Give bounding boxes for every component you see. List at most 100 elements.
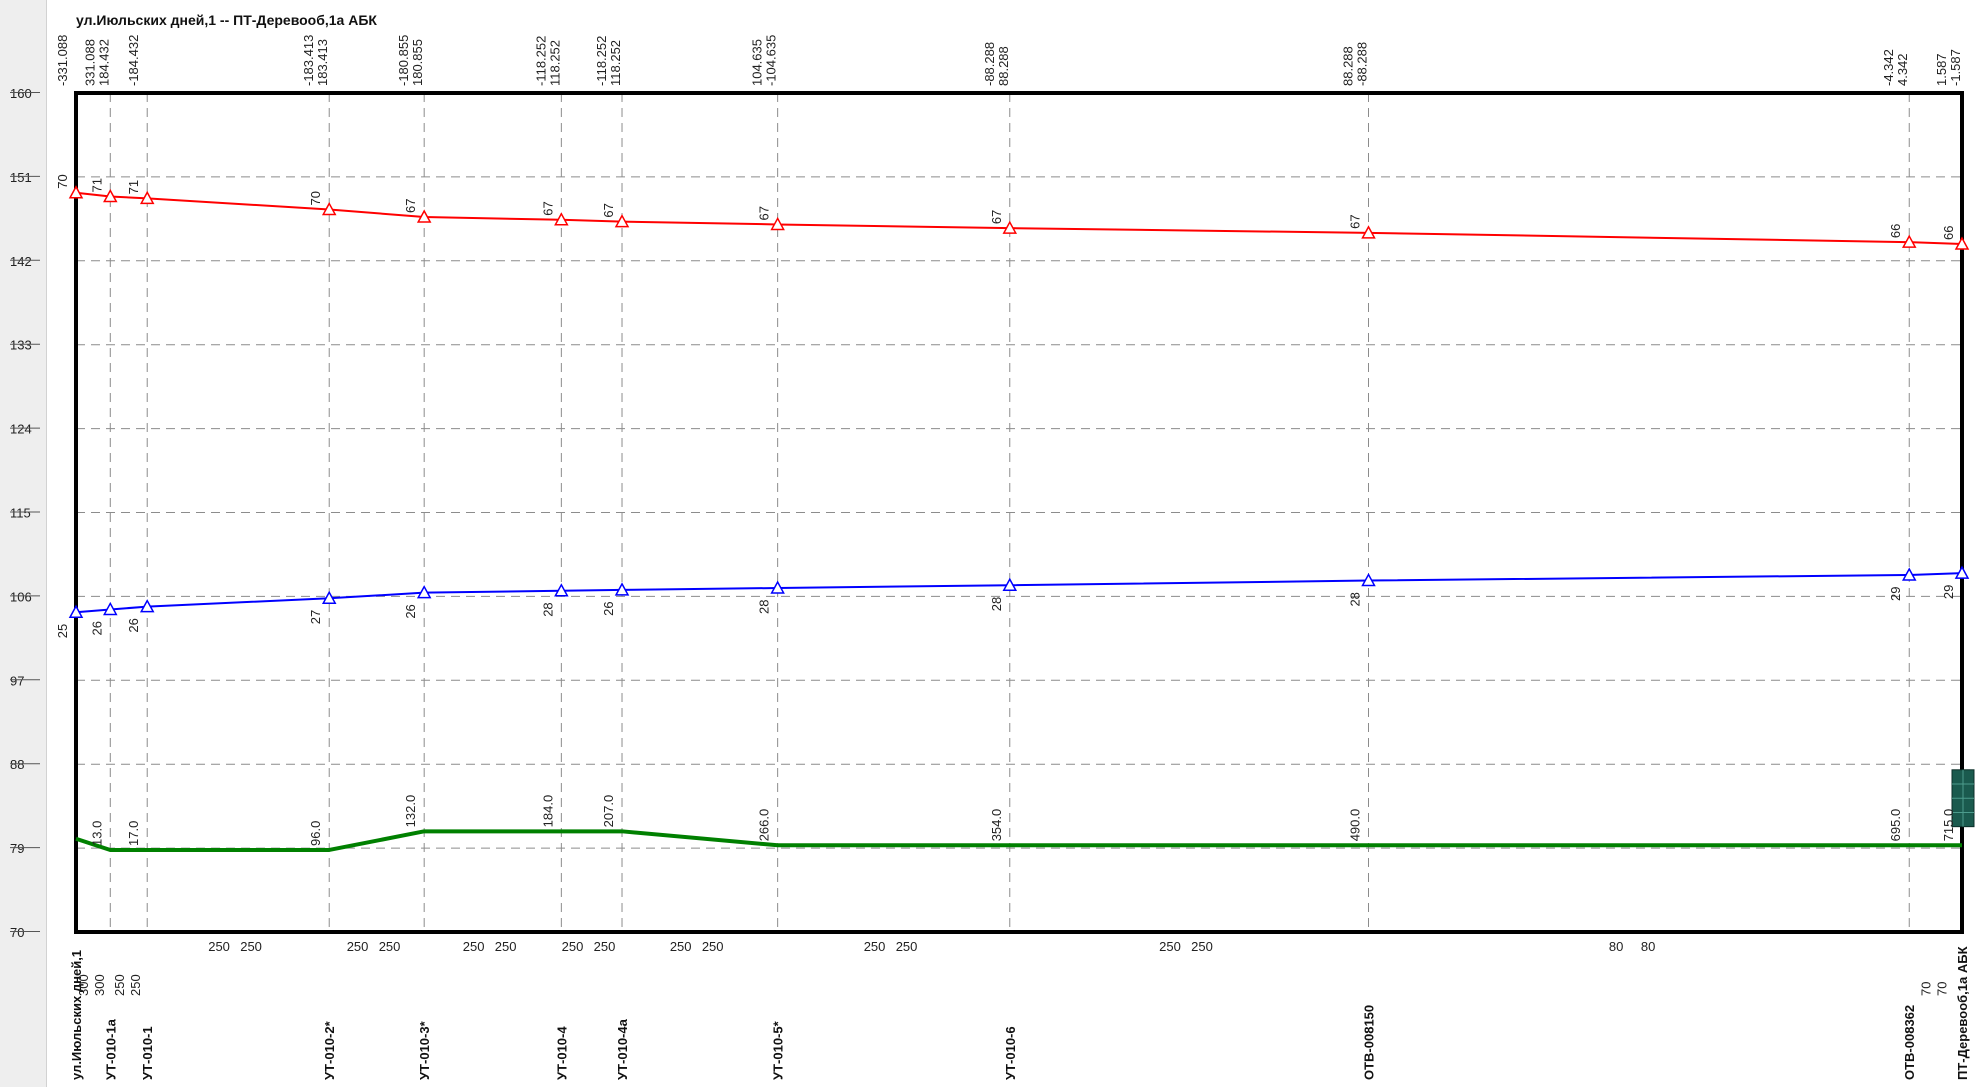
pressure-high-label: 67 [757,206,772,220]
elevation-label: 715.0 [1941,809,1956,842]
pressure_high-marker [554,212,569,226]
pressure-low-label: 29 [1888,586,1903,600]
segment-diameter-label: 300 [92,974,107,996]
y-tick-label: 70 [10,925,24,940]
top-flow-label: 88.288 [996,46,1011,86]
pressure-high-label: 66 [1888,224,1903,238]
y-tick-label: 133 [10,338,32,353]
pressure-high-label: 70 [55,174,70,188]
top-flow-label: 180.855 [410,39,425,86]
elevation-line [75,829,1962,852]
y-tick-label: 79 [10,841,24,856]
pressure_low-marker [1954,565,1970,579]
elevation-label: 266.0 [757,809,772,842]
pressure-low-label: 27 [308,610,323,624]
plot-frame-rect [74,91,1964,934]
top-flow-label: 184.432 [96,39,111,86]
segment-diameter-label: 250 [1191,939,1213,954]
pressure_high-marker [1002,220,1018,234]
segment-diameter-label: 300 [76,974,91,996]
y-tick-label: 88 [10,757,24,772]
pressure_high-marker [614,214,630,228]
pressure_high-marker [68,185,84,199]
segment-diameter-label: 250 [128,974,143,996]
elevation-label: 96.0 [308,821,323,846]
node-name-label: УТ-010-1а [103,1018,118,1080]
top-flow-label: -1.587 [1948,49,1963,86]
pressure_low-marker [554,583,569,597]
segment-diameter-label: 250 [594,939,616,954]
top-flow-label: 331.088 [82,39,97,86]
segment-diameter-label: 250 [463,939,485,954]
pressure-low-label: 29 [1941,585,1956,599]
top-flow-label: -104.635 [764,35,779,86]
series-layer [68,185,1975,852]
pressure_high-line [75,191,1963,246]
elevation-label: 354.0 [989,809,1004,842]
elevation-label: 184.0 [540,795,555,828]
pressure-high-label: 67 [540,201,555,215]
node-name-label: ОТВ-008150 [1362,1005,1377,1080]
segment-diameter-label: 250 [379,939,401,954]
pressure-high-label: 67 [1348,214,1363,228]
pressure-high-label: 71 [89,178,104,192]
pressure_low-marker [614,582,630,596]
chart-title: ул.Июльских дней,1 -- ПТ-Деревооб,1а АБК [76,12,377,28]
node-name-label: УТ-010-2* [322,1020,337,1080]
node-name-label: УТ-010-5* [771,1020,786,1080]
pressure-high-label: 71 [126,180,141,194]
pressure-low-label: 26 [126,618,141,632]
pressure_low-marker [770,580,785,594]
segment-diameter-label: 250 [864,939,886,954]
pressure-low-label: 28 [1348,592,1363,606]
node-name-label: УТ-010-3* [417,1020,432,1080]
pressure_high-marker [416,209,432,223]
top-flow-labels: -331.088 331.088 184.432 -184.432 -183.413 18… [55,35,1963,86]
segment-diameter-label: 250 [562,939,584,954]
segment-diameter-label: 250 [347,939,369,954]
y-tick-label: 160 [10,86,32,101]
pressure_high-marker [321,201,337,216]
pressure-low-label: 28 [540,602,555,616]
segment-diameter-label: 80 [1609,939,1623,954]
node-name-label: УТ-010-4а [615,1018,630,1080]
pressure-low-label: 28 [757,600,772,614]
top-flow-label: -88.288 [982,42,997,86]
top-flow-label: -184.432 [126,35,141,86]
pressure-high-label: 67 [601,203,616,217]
node-name-label: УТ-010-1 [140,1026,155,1080]
pressure_low-marker [1901,567,1917,581]
plot-frame [74,91,1964,934]
node-name-label: ПТ-Деревооб,1а АБК [1955,946,1970,1080]
top-flow-label: 183.413 [315,39,330,86]
point-labels: 70 25 71 26 13.0 71 26 17.0 70 27 96.0 67 26 132.0 67 2… [55,174,1956,846]
segment-diameter-label: 250 [112,974,127,996]
pressure_low-marker [68,604,84,618]
pressure_high-marker [1954,236,1970,250]
pressure_low-marker [416,585,432,599]
top-flow-label: -88.288 [1355,42,1370,86]
top-flow-label: 4.342 [1895,53,1910,86]
segment-diameter-label: 80 [1641,939,1655,954]
node-name-label: УТ-010-6 [1003,1026,1018,1080]
node-name-label: УТ-010-4 [554,1026,569,1080]
pressure_high-marker [1901,234,1917,248]
pressure-high-label: 67 [403,199,418,213]
segment-diameter-label: 250 [896,939,918,954]
pressure_high-marker [770,216,785,231]
grid [76,93,1962,932]
pressure_low-marker [321,590,337,605]
y-tick-label: 124 [10,422,32,437]
y-axis: 70 79 88 97 106 115 124 133 142 151 160 [10,86,40,940]
segment-diameter-label: 250 [670,939,692,954]
y-tick-label: 97 [10,673,24,688]
elevation-label: 695.0 [1888,809,1903,842]
y-tick-label: 106 [10,589,32,604]
segment-diameter-label: 250 [1159,939,1181,954]
node-name-label: ул.Июльских дней,1 [69,950,84,1080]
pressure-high-label: 66 [1941,226,1956,240]
top-flow-label: 118.252 [547,40,562,86]
y-tick-label: 115 [10,506,31,521]
pressure-low-label: 26 [89,621,104,635]
pressure_low-marker [139,599,155,613]
